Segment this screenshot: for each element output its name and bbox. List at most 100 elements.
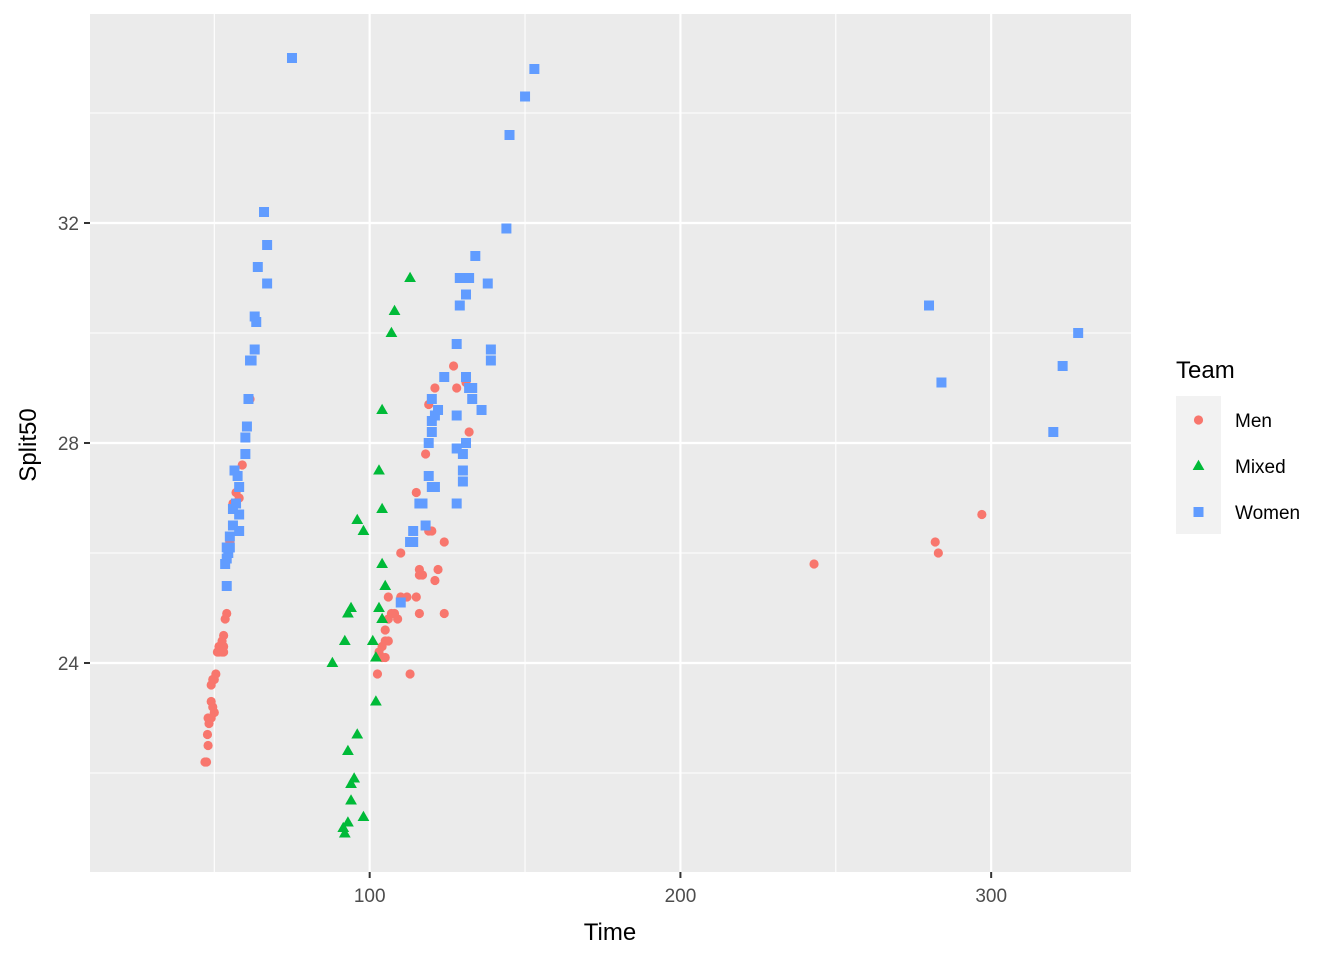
legend-key-women (1193, 507, 1204, 517)
point-women (457, 476, 468, 487)
point-men (383, 636, 393, 646)
point-women (936, 377, 947, 388)
point-women (501, 223, 512, 234)
point-men (439, 608, 449, 619)
point-men (203, 740, 213, 751)
point-mixed (345, 601, 357, 613)
point-women (223, 548, 234, 558)
point-men (439, 537, 449, 547)
point-women (439, 372, 450, 382)
point-women (451, 339, 462, 349)
point-women (232, 471, 243, 481)
point-women (451, 498, 462, 509)
y-axis-ticks: 24 28 32 (58, 214, 90, 675)
point-women (454, 273, 465, 283)
point-women (1048, 427, 1059, 437)
y-tick-label: 32 (58, 214, 79, 235)
point-men (977, 509, 987, 520)
point-women (433, 405, 444, 415)
x-tick-label: 300 (975, 886, 1007, 907)
point-women (429, 410, 440, 421)
point-women (227, 504, 238, 514)
point-women (1073, 328, 1084, 338)
legend-label-mixed: Mixed (1235, 457, 1286, 478)
point-mixed (376, 557, 388, 569)
point-women (504, 130, 515, 140)
point-women (234, 509, 245, 520)
point-women (485, 355, 496, 366)
major-gridlines (90, 14, 1131, 872)
point-women (467, 394, 478, 404)
point-men (237, 460, 247, 470)
point-women (467, 383, 478, 393)
point-women (1057, 361, 1068, 371)
point-women (454, 300, 465, 311)
point-women (485, 344, 496, 355)
point-mixed (373, 464, 385, 475)
point-women (259, 207, 270, 217)
point-mixed (351, 728, 364, 739)
point-women (426, 427, 437, 437)
point-men (930, 537, 940, 547)
legend-label-men: Men (1235, 411, 1272, 432)
point-mixed (345, 794, 357, 805)
legend-key-mixed (1192, 459, 1205, 471)
point-men (222, 608, 232, 619)
point-mixed (385, 326, 398, 338)
legend-key-men (1193, 415, 1204, 425)
point-men (414, 608, 424, 619)
point-men (448, 361, 459, 371)
point-men (201, 757, 212, 767)
point-mixed (366, 634, 379, 646)
point-mixed (338, 634, 351, 646)
point-women (461, 289, 472, 300)
point-men (209, 707, 219, 718)
x-axis-title: Time (584, 919, 636, 946)
point-men (211, 669, 221, 679)
point-women (224, 531, 235, 542)
point-women (464, 273, 475, 283)
point-men (380, 652, 390, 663)
data-points (200, 53, 1084, 838)
point-mixed (357, 810, 370, 822)
legend-title: Team (1176, 357, 1235, 384)
point-men (809, 559, 819, 569)
point-women (245, 355, 256, 366)
point-men (452, 383, 462, 393)
point-men (380, 625, 390, 635)
point-women (241, 421, 252, 432)
point-women (924, 300, 935, 311)
point-mixed (404, 271, 416, 283)
x-tick-label: 200 (665, 886, 697, 907)
point-mixed (342, 744, 354, 756)
point-women (451, 443, 462, 454)
legend-label-women: Women (1235, 503, 1300, 524)
point-women (249, 344, 260, 355)
point-mixed (338, 827, 351, 838)
point-women (243, 394, 254, 404)
point-mixed (337, 821, 350, 833)
point-men (411, 592, 421, 602)
point-mixed (379, 579, 392, 591)
y-tick-label: 28 (58, 434, 79, 455)
point-women (220, 559, 231, 569)
legend: Team Men Mixed Women (1176, 357, 1300, 534)
point-men (219, 630, 229, 641)
point-women (461, 438, 472, 448)
point-women (482, 278, 493, 289)
point-women (229, 465, 240, 476)
point-women (408, 526, 419, 536)
point-mixed (326, 656, 339, 668)
point-men (396, 548, 406, 558)
point-women (520, 91, 531, 102)
point-women (234, 482, 245, 492)
point-women (234, 526, 245, 536)
point-women (252, 262, 263, 272)
point-mixed (373, 601, 385, 613)
point-women (461, 372, 472, 382)
point-women (240, 449, 251, 459)
point-mixed (376, 502, 388, 514)
point-women (423, 471, 434, 481)
point-women (457, 465, 468, 476)
